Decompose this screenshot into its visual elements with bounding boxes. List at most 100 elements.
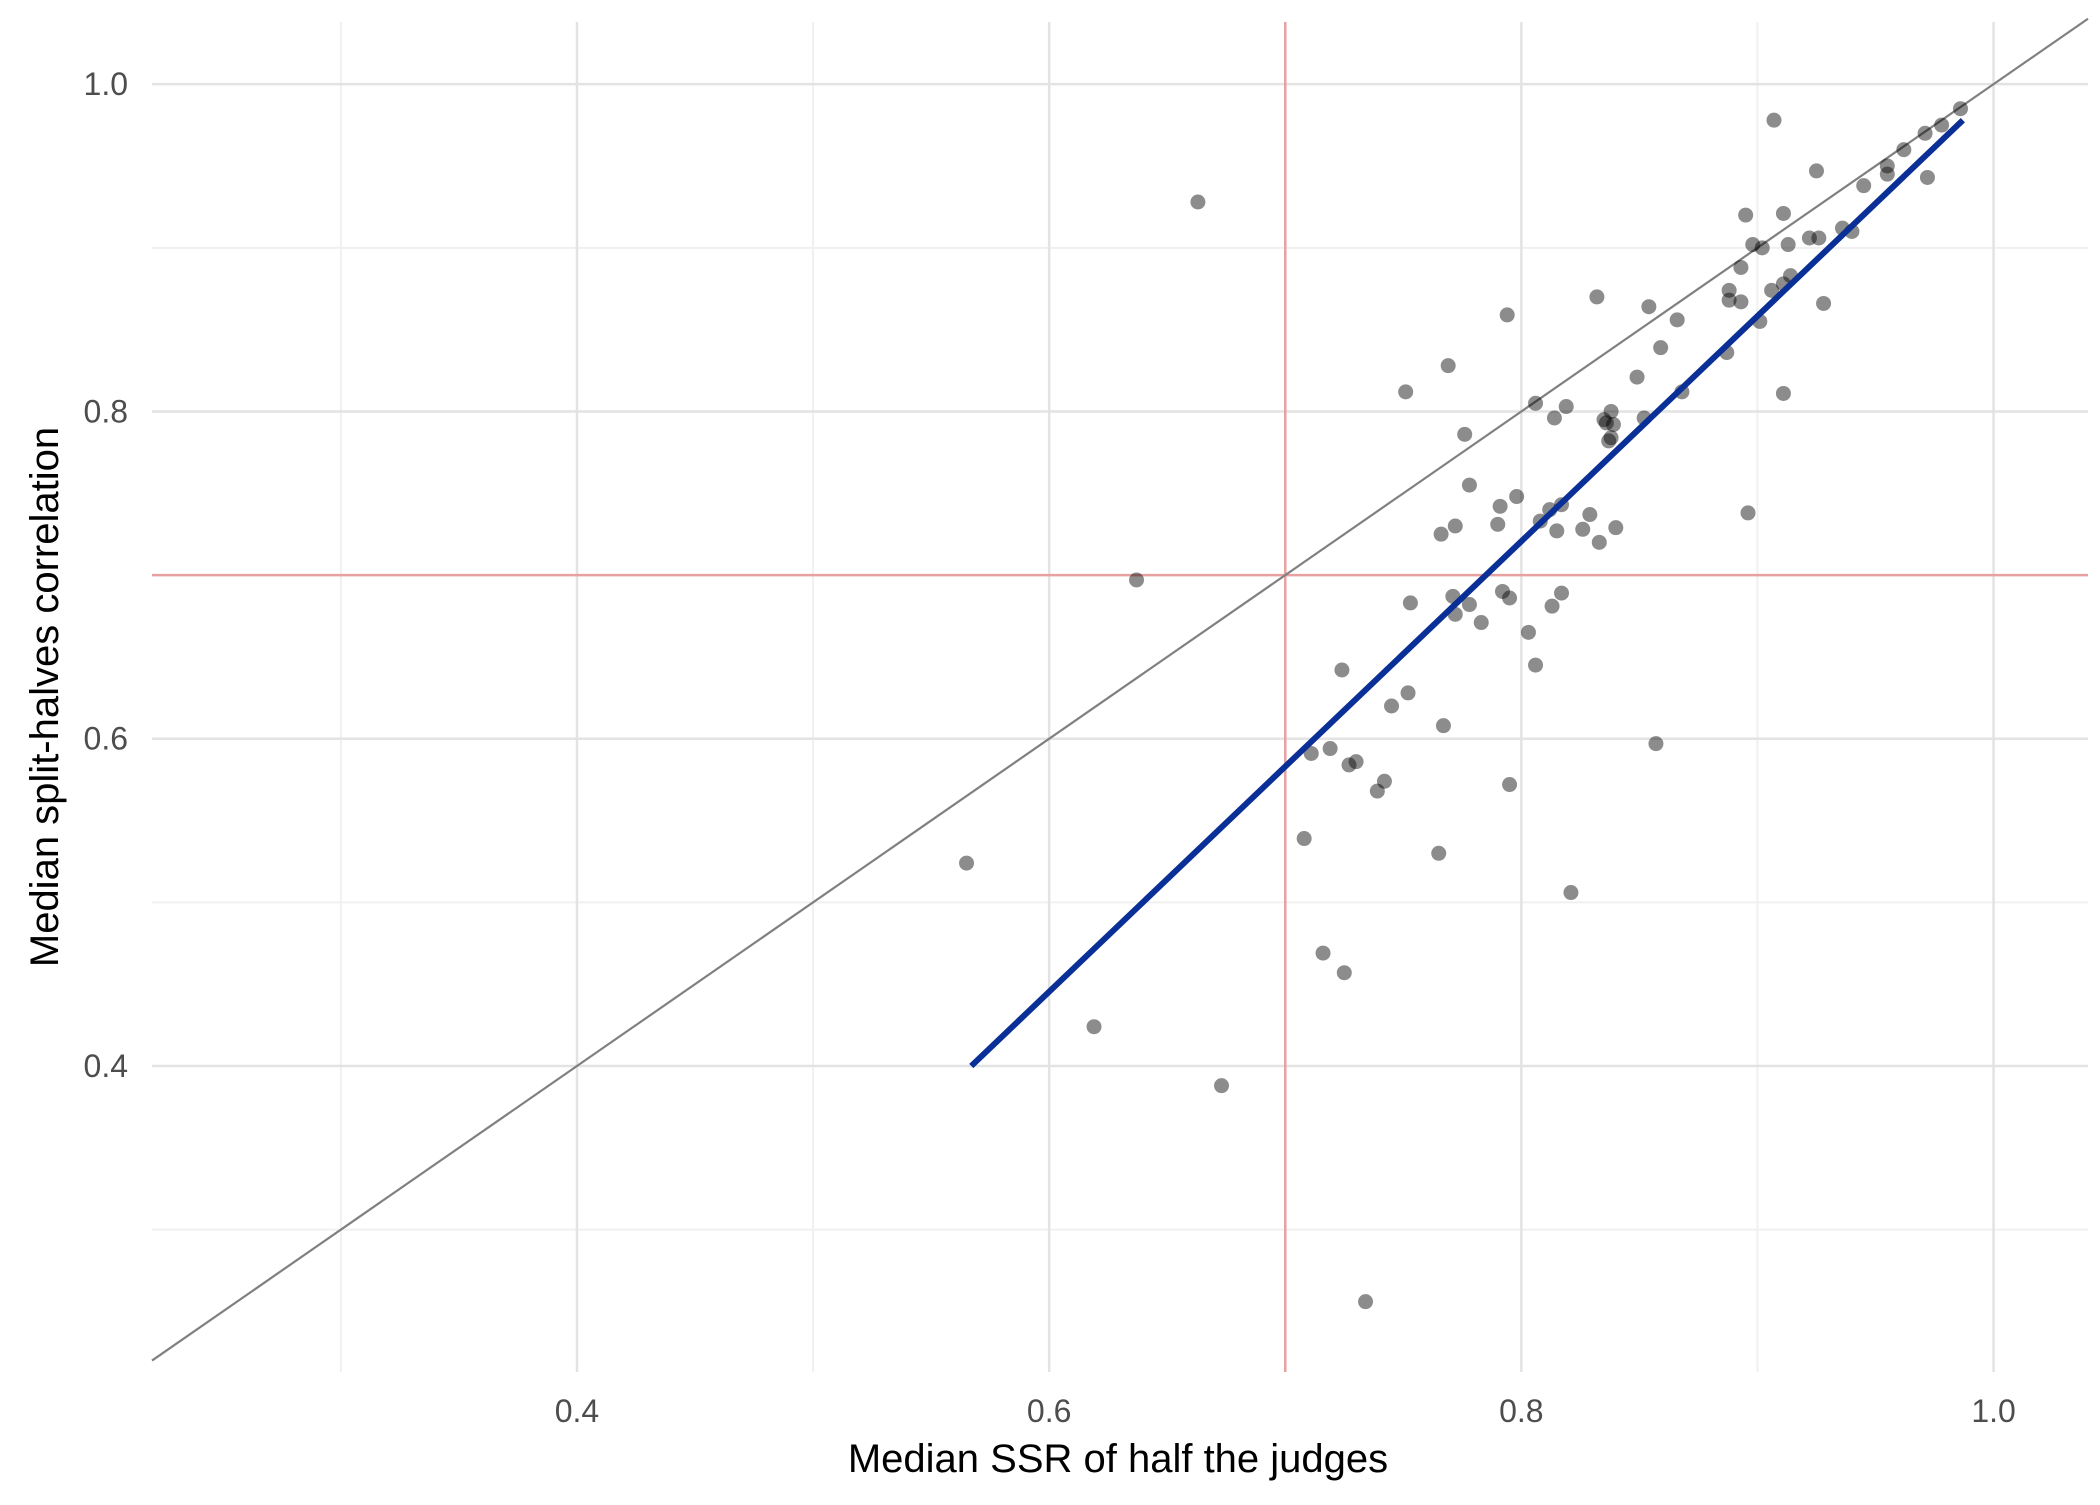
data-point bbox=[1808, 163, 1824, 179]
data-point bbox=[1433, 526, 1449, 542]
data-point bbox=[1402, 595, 1418, 611]
x-tick-label: 0.8 bbox=[1499, 1393, 1543, 1429]
data-point bbox=[1766, 112, 1782, 128]
y-tick-label: 0.4 bbox=[84, 1048, 128, 1084]
data-point bbox=[1596, 412, 1612, 428]
data-point bbox=[1953, 101, 1969, 117]
data-point bbox=[1509, 489, 1525, 505]
data-point bbox=[1733, 259, 1749, 275]
data-point bbox=[1440, 358, 1456, 374]
data-point bbox=[1129, 572, 1145, 588]
y-tick-label: 1.0 bbox=[84, 66, 128, 102]
grid-lines bbox=[152, 22, 2088, 1372]
data-point bbox=[1896, 142, 1912, 158]
data-point bbox=[1322, 741, 1338, 757]
tick-labels: 0.4 0.6 0.8 1.0 0.4 0.6 0.8 1.0 bbox=[84, 66, 2016, 1429]
data-point bbox=[1801, 230, 1817, 246]
data-point bbox=[1341, 757, 1357, 773]
data-point bbox=[1502, 777, 1518, 793]
data-point bbox=[1492, 498, 1508, 514]
data-point bbox=[1315, 945, 1331, 961]
data-point bbox=[1544, 598, 1560, 614]
data-point bbox=[1575, 521, 1591, 537]
data-point bbox=[1629, 369, 1645, 385]
data-point bbox=[1669, 312, 1685, 328]
data-point bbox=[1334, 662, 1350, 678]
data-point bbox=[1528, 657, 1544, 673]
data-point bbox=[1780, 237, 1796, 253]
data-point bbox=[1601, 433, 1617, 449]
data-point bbox=[1754, 240, 1770, 256]
data-point bbox=[1816, 295, 1832, 311]
data-point bbox=[1376, 773, 1392, 789]
x-tick-label: 0.6 bbox=[1027, 1393, 1071, 1429]
data-point bbox=[1296, 831, 1312, 847]
data-point bbox=[1558, 399, 1574, 415]
data-point bbox=[1502, 590, 1518, 606]
data-point bbox=[1603, 403, 1619, 419]
data-point bbox=[1384, 698, 1400, 714]
data-point bbox=[1348, 754, 1364, 770]
data-point bbox=[1400, 685, 1416, 701]
data-point bbox=[1358, 1294, 1374, 1310]
data-point bbox=[1563, 885, 1579, 901]
data-point bbox=[1775, 205, 1791, 221]
data-point bbox=[1549, 523, 1565, 539]
data-point bbox=[1398, 384, 1414, 400]
data-point bbox=[1917, 125, 1933, 141]
data-point bbox=[1582, 507, 1598, 523]
data-point bbox=[1520, 624, 1536, 640]
data-point bbox=[1554, 585, 1570, 601]
data-points bbox=[959, 101, 1969, 1310]
x-tick-label: 1.0 bbox=[1971, 1393, 2015, 1429]
data-point bbox=[1738, 207, 1754, 223]
data-point bbox=[1499, 307, 1515, 323]
data-point bbox=[1591, 534, 1607, 550]
identity-line bbox=[151, 17, 2089, 1362]
data-point bbox=[1303, 745, 1319, 761]
data-point bbox=[1641, 299, 1657, 315]
data-point bbox=[1879, 158, 1895, 174]
data-point bbox=[1494, 583, 1510, 599]
data-point bbox=[1919, 169, 1935, 185]
data-point bbox=[1745, 237, 1761, 253]
data-point bbox=[959, 855, 975, 871]
data-point bbox=[1461, 477, 1477, 493]
data-point bbox=[1473, 615, 1489, 631]
fit-line-group bbox=[969, 118, 1965, 1069]
data-point bbox=[1653, 340, 1669, 356]
data-point bbox=[1589, 289, 1605, 305]
data-point bbox=[1721, 282, 1737, 298]
data-point bbox=[1431, 845, 1447, 861]
data-point bbox=[1879, 166, 1895, 182]
data-point bbox=[1214, 1078, 1230, 1094]
data-point bbox=[1447, 518, 1463, 534]
data-point bbox=[1856, 178, 1872, 194]
data-point bbox=[1775, 385, 1791, 401]
reference-lines bbox=[151, 17, 2089, 1372]
data-point bbox=[1721, 292, 1737, 308]
data-point bbox=[1546, 410, 1562, 426]
y-axis-title: Median split-halves correlation bbox=[23, 427, 67, 967]
y-tick-label: 0.6 bbox=[84, 721, 128, 757]
data-point bbox=[1490, 516, 1506, 532]
x-tick-label: 0.4 bbox=[555, 1393, 599, 1429]
data-point bbox=[1764, 282, 1780, 298]
data-point bbox=[1598, 415, 1614, 431]
data-point bbox=[1605, 417, 1621, 433]
data-point bbox=[1369, 783, 1385, 799]
data-point bbox=[1740, 505, 1756, 521]
data-point bbox=[1603, 430, 1619, 446]
data-point bbox=[1435, 718, 1451, 734]
regression-line bbox=[969, 118, 1965, 1069]
data-point bbox=[1608, 520, 1624, 536]
data-point bbox=[1086, 1019, 1102, 1035]
data-point bbox=[1457, 426, 1473, 442]
y-tick-label: 0.8 bbox=[84, 393, 128, 429]
data-point bbox=[1190, 194, 1206, 210]
data-point bbox=[1934, 117, 1950, 133]
data-point bbox=[1528, 395, 1544, 411]
x-axis-title: Median SSR of half the judges bbox=[848, 1437, 1388, 1481]
